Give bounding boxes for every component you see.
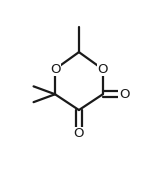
Text: O: O (74, 127, 84, 140)
Text: O: O (50, 63, 60, 76)
Text: O: O (97, 63, 108, 76)
Text: O: O (119, 88, 130, 101)
